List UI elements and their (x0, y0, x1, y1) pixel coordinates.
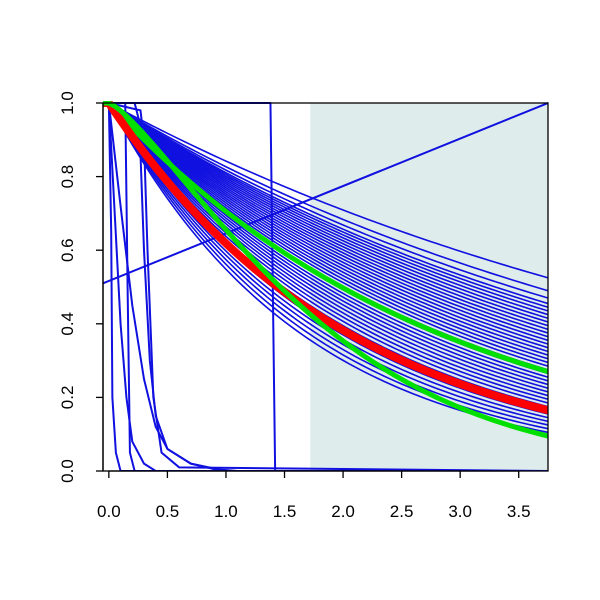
series-line-0 (103, 102, 548, 285)
decay-curve (103, 102, 548, 323)
series-line-6 (107, 102, 548, 471)
x-tick-label: 2.0 (331, 502, 355, 521)
decay-curve (103, 102, 548, 305)
y-tick-label: 0.4 (58, 312, 77, 336)
x-tick-label: 0.5 (156, 502, 180, 521)
decay-curve (103, 102, 548, 401)
plot-area (102, 101, 549, 472)
x-tick-label: 2.5 (390, 502, 414, 521)
y-tick-label: 0.6 (58, 238, 77, 262)
decay-curve (103, 102, 548, 292)
y-tick-label: 0.2 (58, 386, 77, 410)
decay-curve (103, 102, 548, 312)
decay-curve (103, 102, 548, 342)
decay-curve (103, 102, 548, 364)
decay-curve (103, 102, 548, 279)
x-tick-label: 1.0 (214, 502, 238, 521)
decay-curve (103, 102, 548, 334)
series-line-4 (107, 102, 548, 471)
decay-curve (103, 102, 548, 338)
x-axis: 0.0 0.5 1.0 1.5 2.0 2.5 3.0 3.5 (97, 470, 531, 521)
x-tick-label: 3.5 (507, 502, 531, 521)
y-tick-label: 0.8 (58, 165, 77, 189)
decay-curve (103, 102, 548, 360)
decay-curve (103, 102, 548, 397)
curves (103, 101, 548, 471)
series-line-10 (103, 101, 548, 439)
decay-curve (103, 102, 548, 327)
x-tick-label: 0.0 (97, 502, 121, 521)
decay-curve (103, 102, 548, 349)
decay-curve (103, 102, 548, 345)
series-line-2 (107, 102, 548, 471)
decay-curve (103, 102, 548, 389)
series-line-7 (133, 102, 548, 471)
decay-curve (103, 102, 548, 386)
y-tick-label: 1.0 (58, 91, 77, 115)
decay-curve (103, 102, 548, 393)
decay-curve (103, 102, 548, 309)
decay-curve (103, 102, 548, 299)
series-line-9 (103, 101, 548, 415)
decay-curve (103, 102, 548, 356)
y-axis: 0.0 0.2 0.4 0.6 0.8 1.0 (58, 91, 104, 483)
y-tick-label: 0.0 (58, 459, 77, 483)
decay-curve (103, 102, 548, 316)
decay-curve (103, 102, 548, 331)
decay-curve (103, 102, 548, 353)
decay-curve (103, 102, 548, 430)
decay-curve (103, 102, 548, 423)
x-tick-label: 1.5 (273, 502, 297, 521)
decay-curve (103, 102, 548, 320)
decay-curve (103, 102, 548, 426)
x-tick-label: 3.0 (448, 502, 472, 521)
